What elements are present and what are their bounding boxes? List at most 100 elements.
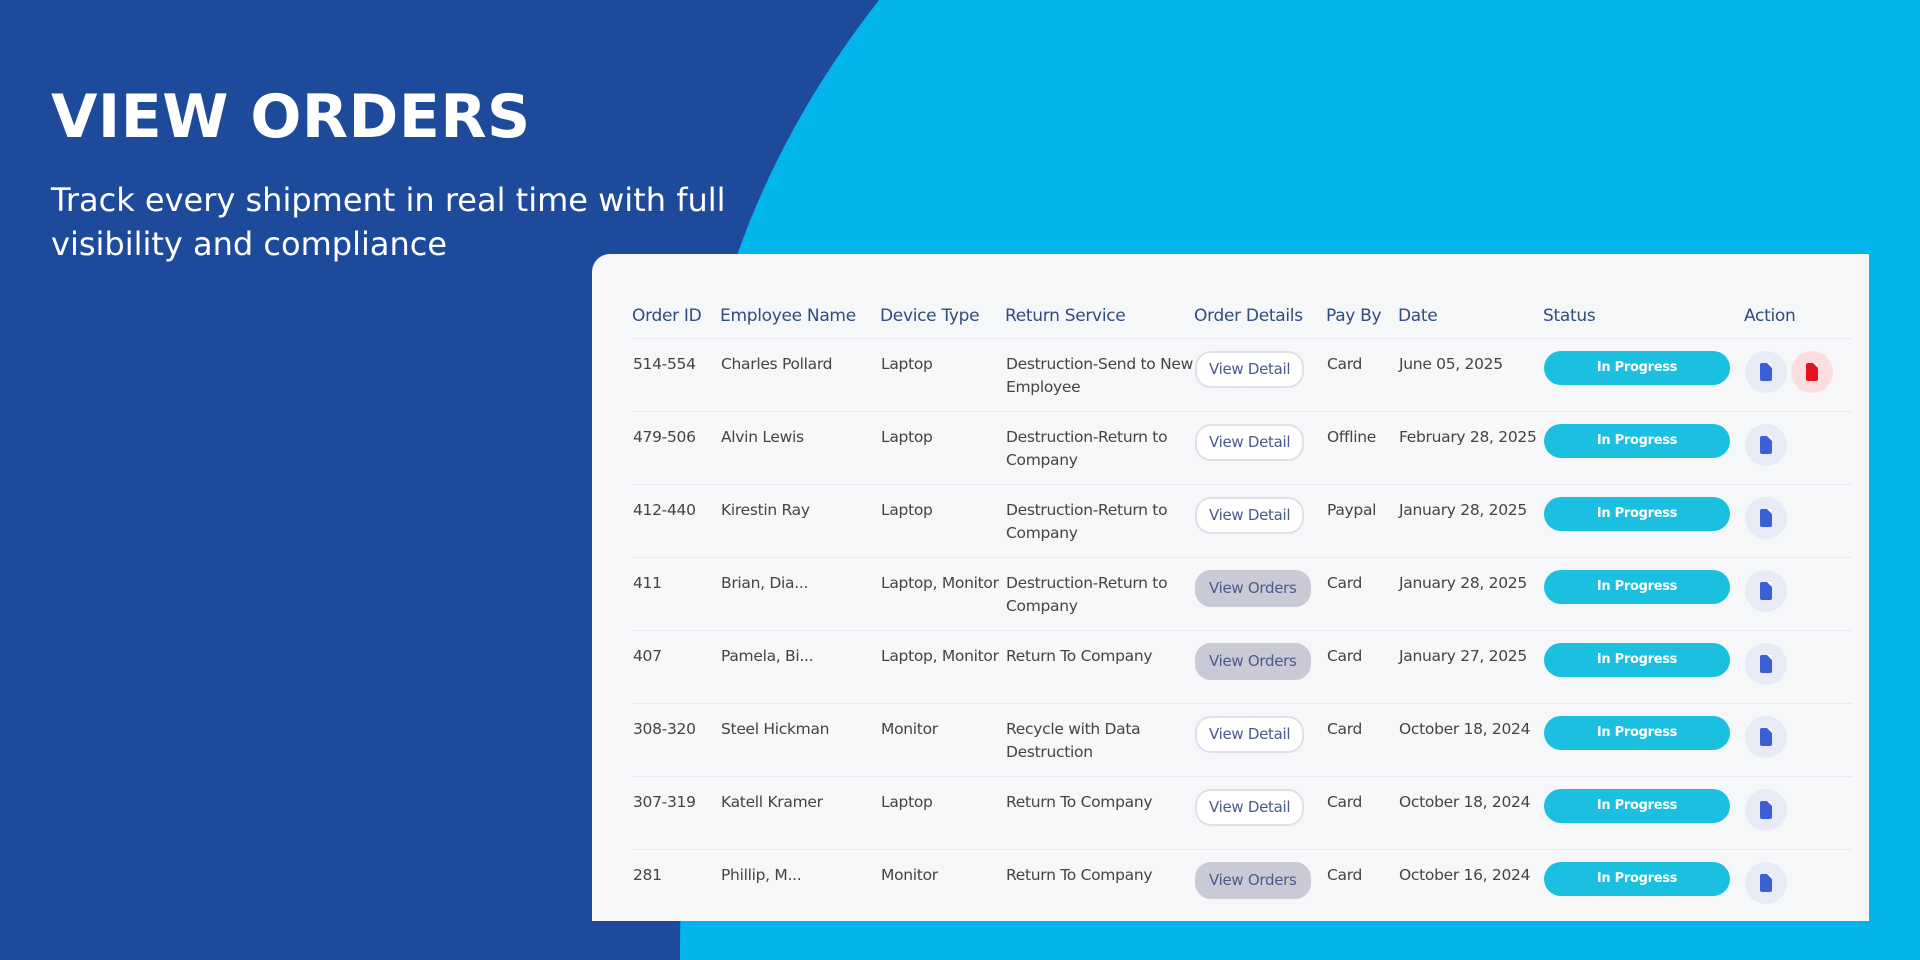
device-type: Laptop, Monitor [880, 557, 1005, 631]
order-date: June 05, 2025 [1398, 338, 1543, 412]
order-details-button[interactable]: View Orders [1195, 643, 1311, 680]
download-pdf-button[interactable] [1791, 351, 1833, 393]
employee-name: Pamela, Bi... [720, 630, 880, 704]
view-document-button[interactable] [1745, 789, 1787, 831]
pdf-icon [1806, 363, 1818, 381]
page-title: VIEW ORDERS [51, 82, 531, 152]
employee-name: Charles Pollard [720, 338, 880, 412]
document-icon [1760, 728, 1772, 746]
order-details-button[interactable]: View Detail [1195, 497, 1305, 534]
order-details-cell: View Orders [1194, 557, 1326, 631]
pay-by: Paypal [1326, 484, 1398, 558]
column-header[interactable]: Employee Name [720, 306, 856, 326]
device-type: Laptop [880, 776, 1005, 850]
pay-by: Card [1326, 630, 1398, 704]
document-icon [1760, 874, 1772, 892]
status-cell: In Progress [1543, 484, 1744, 558]
action-cell [1744, 849, 1852, 921]
status-badge: In Progress [1544, 497, 1730, 531]
column-header[interactable]: Pay By [1326, 306, 1382, 326]
status-cell: In Progress [1543, 849, 1744, 921]
employee-name: Alvin Lewis [720, 411, 880, 485]
pay-by: Card [1326, 338, 1398, 412]
return-service: Destruction-Return to Company [1005, 484, 1194, 558]
order-details-cell: View Orders [1194, 849, 1326, 921]
document-icon [1760, 363, 1772, 381]
order-details-button[interactable]: View Detail [1195, 789, 1305, 826]
order-details-cell: View Detail [1194, 484, 1326, 558]
status-badge: In Progress [1544, 570, 1730, 604]
order-date: January 27, 2025 [1398, 630, 1543, 704]
device-type: Monitor [880, 849, 1005, 921]
action-cell [1744, 630, 1852, 704]
device-type: Laptop, Monitor [880, 630, 1005, 704]
status-badge: In Progress [1544, 351, 1730, 385]
action-cell [1744, 338, 1852, 412]
column-header[interactable]: Order ID [632, 306, 702, 326]
table-row: 514-554 Charles Pollard Laptop Destructi… [632, 338, 1852, 412]
column-header[interactable]: Order Details [1194, 306, 1303, 326]
return-service: Return To Company [1005, 630, 1194, 704]
document-icon [1760, 582, 1772, 600]
view-document-button[interactable] [1745, 716, 1787, 758]
view-document-button[interactable] [1745, 643, 1787, 685]
table-row: 479-506 Alvin Lewis Laptop Destruction-R… [632, 411, 1852, 485]
column-header[interactable]: Date [1398, 306, 1438, 326]
table-header-row: Order ID Employee Name Device Type Return S… [632, 294, 1852, 339]
device-type: Laptop [880, 411, 1005, 485]
order-date: January 28, 2025 [1398, 557, 1543, 631]
page-subtitle: Track every shipment in real time with f… [51, 181, 726, 263]
view-document-button[interactable] [1745, 497, 1787, 539]
order-id: 412-440 [632, 484, 720, 558]
view-document-button[interactable] [1745, 862, 1787, 904]
action-cell [1744, 484, 1852, 558]
return-service: Destruction-Return to Company [1005, 411, 1194, 485]
order-details-button[interactable]: View Detail [1195, 716, 1305, 753]
pay-by: Card [1326, 557, 1398, 631]
document-icon [1760, 436, 1772, 454]
document-icon [1760, 655, 1772, 673]
pay-by: Card [1326, 849, 1398, 921]
return-service: Return To Company [1005, 849, 1194, 921]
document-icon [1760, 801, 1772, 819]
view-document-button[interactable] [1745, 570, 1787, 612]
order-id: 479-506 [632, 411, 720, 485]
status-cell: In Progress [1543, 411, 1744, 485]
action-cell [1744, 557, 1852, 631]
order-details-button[interactable]: View Detail [1195, 424, 1305, 461]
table-row: 411 Brian, Dia... Laptop, Monitor Destru… [632, 557, 1852, 631]
status-cell: In Progress [1543, 338, 1744, 412]
order-id: 411 [632, 557, 720, 631]
document-icon [1760, 509, 1772, 527]
order-details-button[interactable]: View Detail [1195, 351, 1305, 388]
status-cell: In Progress [1543, 630, 1744, 704]
device-type: Laptop [880, 338, 1005, 412]
table-row: 307-319 Katell Kramer Laptop Return To C… [632, 776, 1852, 850]
employee-name: Brian, Dia... [720, 557, 880, 631]
return-service: Recycle with Data Destruction [1005, 703, 1194, 777]
order-date: October 18, 2024 [1398, 703, 1543, 777]
status-cell: In Progress [1543, 557, 1744, 631]
order-id: 514-554 [632, 338, 720, 412]
order-date: October 18, 2024 [1398, 776, 1543, 850]
column-header[interactable]: Status [1543, 306, 1596, 326]
column-header[interactable]: Device Type [880, 306, 980, 326]
order-details-button[interactable]: View Orders [1195, 570, 1311, 607]
action-cell [1744, 703, 1852, 777]
table-row: 412-440 Kirestin Ray Laptop Destruction-… [632, 484, 1852, 558]
order-details-cell: View Detail [1194, 703, 1326, 777]
order-date: February 28, 2025 [1398, 411, 1543, 485]
view-document-button[interactable] [1745, 351, 1787, 393]
order-id: 307-319 [632, 776, 720, 850]
order-id: 281 [632, 849, 720, 921]
pay-by: Card [1326, 776, 1398, 850]
column-header[interactable]: Action [1744, 306, 1796, 326]
employee-name: Phillip, M... [720, 849, 880, 921]
column-header[interactable]: Return Service [1005, 306, 1126, 326]
order-details-button[interactable]: View Orders [1195, 862, 1311, 899]
view-document-button[interactable] [1745, 424, 1787, 466]
orders-table: Order ID Employee Name Device Type Return S… [632, 294, 1852, 921]
order-id: 407 [632, 630, 720, 704]
employee-name: Katell Kramer [720, 776, 880, 850]
status-badge: In Progress [1544, 424, 1730, 458]
